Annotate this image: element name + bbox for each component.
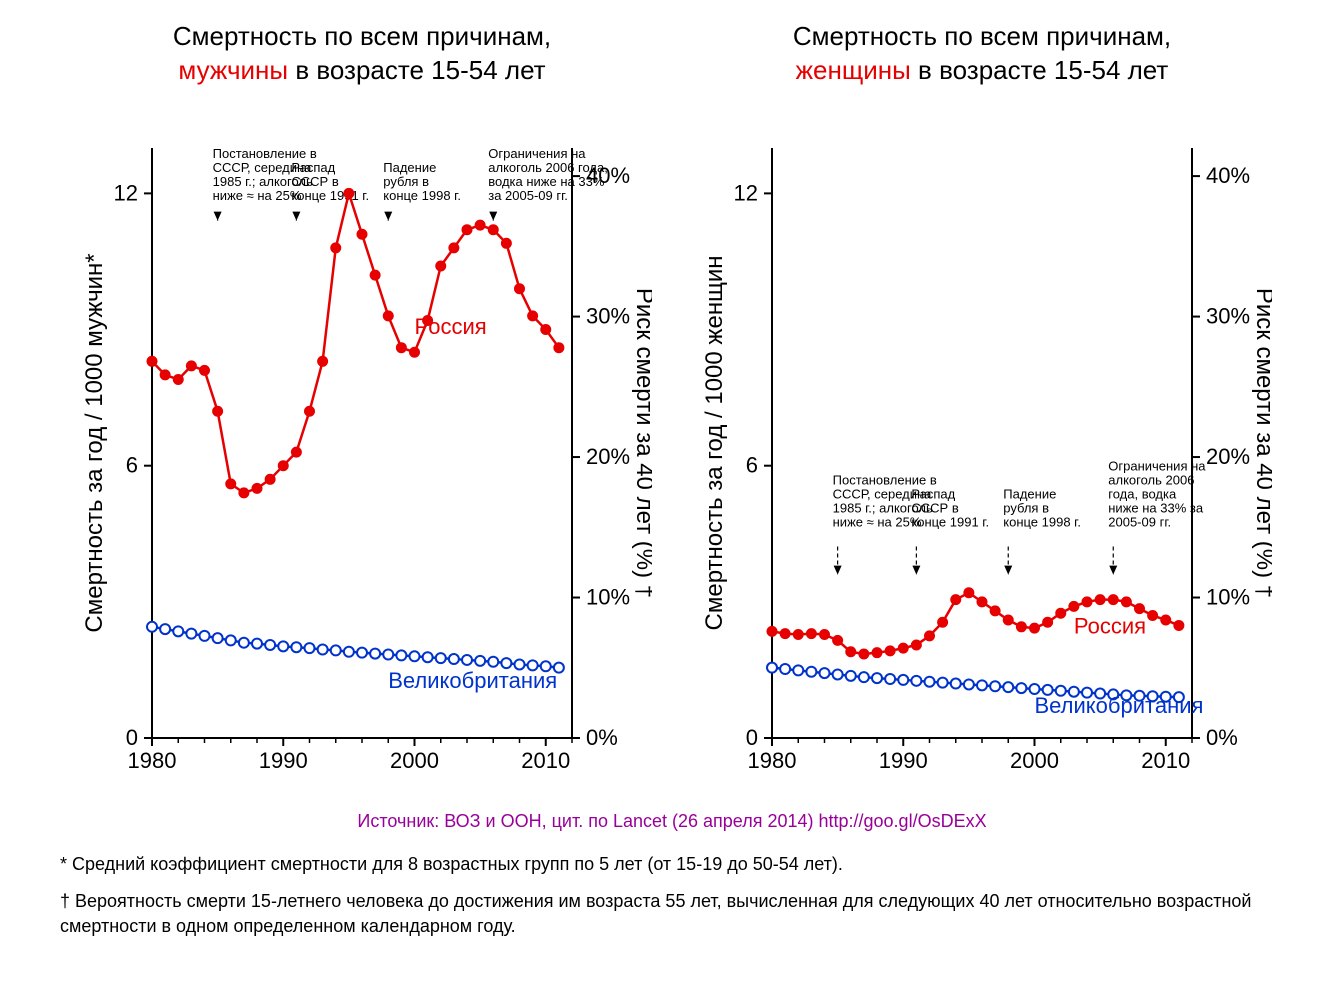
svg-text:конце 1991 г.: конце 1991 г. <box>291 187 369 202</box>
svg-text:20%: 20% <box>586 444 630 469</box>
women-chart-wrapper: Смертность по всем причинам, женщины в в… <box>692 20 1272 803</box>
svg-text:2000: 2000 <box>1010 748 1059 773</box>
svg-text:Великобритания: Великобритания <box>1035 693 1204 718</box>
svg-text:6: 6 <box>126 452 138 477</box>
svg-text:за 2005-09 гг.: за 2005-09 гг. <box>488 187 568 202</box>
title-highlight: мужчины <box>178 55 288 85</box>
svg-text:Постановление в: Постановление в <box>833 472 937 487</box>
women-chart-title: Смертность по всем причинам, женщины в в… <box>692 20 1272 88</box>
footnote-2: † Вероятность смерти 15-летнего человека… <box>60 889 1284 939</box>
svg-text:12: 12 <box>114 180 138 205</box>
svg-text:20%: 20% <box>1206 444 1250 469</box>
title-text: Смертность по всем причинам, <box>173 21 551 51</box>
svg-text:ниже на 33% за: ниже на 33% за <box>1108 500 1204 515</box>
svg-text:конце 1991 г.: конце 1991 г. <box>911 514 989 529</box>
women-chart-svg: 1980 1990 2000 2010 0 6 12 0% 10% 20% 30% 40% Смертн… <box>692 98 1272 798</box>
svg-text:Падение: Падение <box>383 159 436 174</box>
svg-text:рубля в: рубля в <box>1003 500 1049 515</box>
svg-text:12: 12 <box>734 180 758 205</box>
svg-text:Великобритания: Великобритания <box>388 668 557 693</box>
svg-text:Падение: Падение <box>1003 486 1056 501</box>
svg-text:СССР в: СССР в <box>291 173 338 188</box>
svg-text:ниже ≈ на 25%: ниже ≈ на 25% <box>213 187 302 202</box>
title-highlight: женщины <box>796 55 911 85</box>
svg-text:30%: 30% <box>586 303 630 328</box>
svg-text:2000: 2000 <box>390 748 439 773</box>
svg-text:30%: 30% <box>1206 303 1250 328</box>
source-citation: Источник: ВОЗ и ООН, цит. по Lancet (26 … <box>20 811 1324 832</box>
svg-text:Постановление в: Постановление в <box>213 145 317 160</box>
svg-text:40%: 40% <box>1206 163 1250 188</box>
svg-text:Распад: Распад <box>911 486 955 501</box>
title-text: Смертность по всем причинам, <box>793 21 1171 51</box>
svg-text:10%: 10% <box>1206 584 1250 609</box>
svg-text:Ограничения на: Ограничения на <box>1108 458 1206 473</box>
svg-text:Ограничения на: Ограничения на <box>488 145 586 160</box>
svg-text:2010: 2010 <box>521 748 570 773</box>
men-chart-wrapper: Смертность по всем причинам, мужчины в в… <box>72 20 652 803</box>
svg-text:алкоголь 2006 года,: алкоголь 2006 года, <box>488 159 608 174</box>
men-chart-title: Смертность по всем причинам, мужчины в в… <box>72 20 652 88</box>
svg-text:10%: 10% <box>586 584 630 609</box>
svg-text:года, водка: года, водка <box>1108 486 1177 501</box>
svg-text:6: 6 <box>746 452 758 477</box>
svg-text:СССР в: СССР в <box>911 500 958 515</box>
title-rest: в возрасте 15-54 лет <box>911 55 1169 85</box>
svg-text:1990: 1990 <box>879 748 928 773</box>
svg-text:Россия: Россия <box>415 314 487 339</box>
svg-text:1980: 1980 <box>748 748 797 773</box>
svg-text:2010: 2010 <box>1141 748 1190 773</box>
men-chart-svg: 198019902000201006120%10%20%30%40%Смертн… <box>72 98 652 798</box>
svg-text:водка ниже на 33%: водка ниже на 33% <box>488 173 605 188</box>
svg-text:алкоголь 2006: алкоголь 2006 <box>1108 472 1194 487</box>
svg-text:0: 0 <box>126 725 138 750</box>
footnote-1: * Средний коэффициент смертности для 8 в… <box>60 852 1284 877</box>
svg-text:ниже ≈ на 25%: ниже ≈ на 25% <box>833 514 922 529</box>
svg-text:Риск смерти за 40 лет (%) †: Риск смерти за 40 лет (%) † <box>631 287 652 597</box>
svg-text:Риск смерти за 40 лет (%) †: Риск смерти за 40 лет (%) † <box>1251 287 1272 597</box>
title-rest: в возрасте 15-54 лет <box>288 55 546 85</box>
svg-text:Смертность за год / 1000 мужчи: Смертность за год / 1000 мужчин* <box>81 253 108 632</box>
svg-text:Распад: Распад <box>291 159 335 174</box>
svg-text:рубля в: рубля в <box>383 173 429 188</box>
svg-text:Россия: Россия <box>1074 613 1146 638</box>
svg-text:0: 0 <box>746 725 758 750</box>
svg-text:0%: 0% <box>1206 725 1238 750</box>
svg-text:1990: 1990 <box>259 748 308 773</box>
svg-text:2005-09 гг.: 2005-09 гг. <box>1108 514 1171 529</box>
svg-text:конце 1998 г.: конце 1998 г. <box>1003 514 1081 529</box>
svg-text:конце 1998 г.: конце 1998 г. <box>383 187 461 202</box>
svg-text:0%: 0% <box>586 725 618 750</box>
footnotes: * Средний коэффициент смертности для 8 в… <box>20 852 1324 940</box>
svg-text:1980: 1980 <box>128 748 177 773</box>
svg-text:Смертность за год / 1000 женщи: Смертность за год / 1000 женщин <box>701 255 728 630</box>
